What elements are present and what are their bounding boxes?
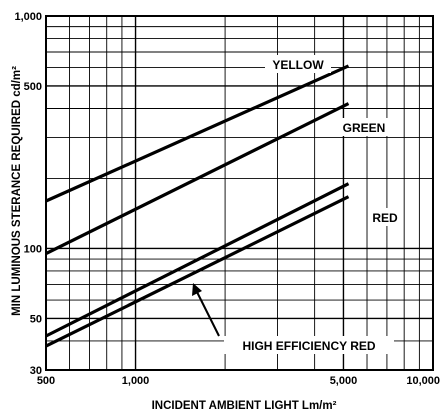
tick-labels: 500 1,000 5,000 10,000 30 50 100 500 1,000 xyxy=(14,11,440,387)
series-lines xyxy=(45,64,350,348)
x-tick-label: 500 xyxy=(37,375,55,387)
series-label-red: RED xyxy=(372,211,398,225)
x-tick-label: 10,000 xyxy=(406,375,440,387)
annotations xyxy=(192,283,220,337)
green-label-bg xyxy=(336,118,392,136)
series-label-high-efficiency-red: HIGH EFFICIENCY RED xyxy=(242,339,375,353)
series-label-green: GREEN xyxy=(343,121,386,135)
y-tick-label: 500 xyxy=(24,81,42,93)
series-line-high-efficiency-red xyxy=(45,195,350,348)
x-tick-label: 5,000 xyxy=(330,375,358,387)
x-tick-label: 1,000 xyxy=(122,375,150,387)
plot-frame xyxy=(45,15,434,371)
series-line-green xyxy=(45,102,350,256)
her-label-bg xyxy=(224,336,394,354)
y-tick-label: 50 xyxy=(30,313,42,325)
y-tick-label: 100 xyxy=(24,243,42,255)
series-label-yellow: YELLOW xyxy=(272,58,324,72)
series-line-red xyxy=(45,182,350,338)
y-tick-label: 1,000 xyxy=(14,11,42,23)
series-labels: YELLOW GREEN RED HIGH EFFICIENCY RED xyxy=(224,55,402,354)
y-axis-title: MIN LUMINOUS STERANCE REQUIRED cd/m² xyxy=(11,66,23,316)
x-axis-title: INCIDENT AMBIENT LIGHT Lm/m² xyxy=(152,400,337,412)
pointer-arrowhead-icon xyxy=(192,283,202,296)
red-label-bg xyxy=(368,208,402,226)
y-tick-label: 30 xyxy=(30,365,42,377)
yellow-label-bg xyxy=(265,55,331,73)
high-efficiency-red-pointer xyxy=(196,291,220,337)
series-line-yellow xyxy=(45,64,350,203)
